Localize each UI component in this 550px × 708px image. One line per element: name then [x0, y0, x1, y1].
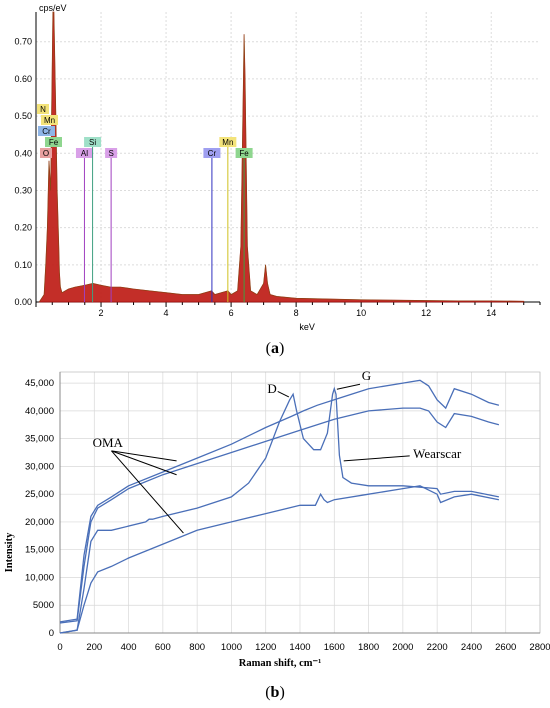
x-tick-label: 4 — [164, 308, 169, 318]
x-tick-label: 2200 — [427, 642, 448, 653]
element-marker-label: Fe — [239, 149, 249, 158]
series-line-3 — [59, 386, 500, 634]
x-tick-label: 12 — [421, 308, 431, 318]
series-line-1 — [59, 379, 500, 623]
x-tick-label: 2600 — [495, 642, 516, 653]
annotation-g-arrow — [336, 383, 361, 390]
series-line-2 — [59, 407, 500, 624]
element-marker-box — [45, 137, 62, 147]
x-axis-label: keV — [299, 322, 315, 332]
element-marker-box — [38, 126, 55, 136]
eds-spectrum-chart: 0.00 0.10 0.20 0.30 0.40 0.50 0.60 0.70 2 4 6 8 10 12… — [14, 3, 541, 332]
x-tick-label: 1600 — [324, 642, 345, 653]
x-tick-label: 10 — [356, 308, 366, 318]
element-marker-box — [75, 148, 93, 158]
y-tick-label: 35,000 — [25, 434, 54, 445]
y-tick-label: 25,000 — [25, 489, 54, 500]
y-tick-label: 0.10 — [14, 260, 32, 270]
x-tick-label: 2 — [99, 308, 104, 318]
annotation-oma: OMA — [93, 435, 124, 450]
element-marker-label: Si — [89, 138, 96, 147]
element-marker-box — [41, 115, 58, 125]
element-marker-label: Mn — [222, 138, 233, 147]
y-tick-label: 0.00 — [14, 297, 32, 307]
annotation-g: G — [362, 368, 371, 383]
y-tick-label: 30,000 — [25, 461, 54, 472]
x-tick-label: 2800 — [529, 642, 550, 653]
panel-a-label: (a) — [265, 340, 285, 357]
y-axis-label: Intensity — [4, 532, 15, 572]
y-tick-label: 15,000 — [25, 545, 54, 556]
element-marker-label: S — [108, 149, 113, 158]
element-marker-box — [219, 137, 237, 147]
y-tick-label: 0 — [49, 628, 54, 639]
annotation-oma-arrow-3 — [111, 450, 184, 534]
element-marker-box — [84, 137, 102, 147]
element-marker-label: Mn — [44, 116, 55, 125]
x-tick-label: 1200 — [255, 642, 276, 653]
element-marker-box — [40, 148, 52, 158]
x-tick-label: 8 — [294, 308, 299, 318]
y-tick-label: 0.30 — [14, 185, 32, 195]
x-tick-label: 1000 — [221, 642, 242, 653]
x-tick-label: 1800 — [358, 642, 379, 653]
raman-spectrum-chart: 0 5000 10,000 15,000 20,000 25,000 30,000 35,00… — [4, 368, 550, 669]
element-marker-box — [105, 148, 118, 158]
y-tick-label: 45,000 — [25, 378, 54, 389]
element-marker-label: Cr — [208, 149, 217, 158]
y-tick-label: 5000 — [33, 600, 54, 611]
annotation-d-arrow — [277, 390, 290, 398]
x-tick-label: 200 — [86, 642, 102, 653]
y-tick-label: 0.20 — [14, 223, 32, 233]
panel-b-label: (b) — [265, 684, 285, 701]
annotation-wearscar: Wearscar — [413, 446, 462, 461]
element-marker-box — [203, 148, 221, 158]
y-tick-label: 0.50 — [14, 111, 32, 121]
y-tick-label: 0.70 — [14, 37, 32, 47]
series-line-4 — [59, 485, 500, 634]
y-tick-label: 0.60 — [14, 74, 32, 84]
y-tick-label: 40,000 — [25, 406, 54, 417]
element-marker-box — [235, 148, 253, 158]
y-tick-label: 20,000 — [25, 517, 54, 528]
element-marker-label: Fe — [49, 138, 59, 147]
element-marker-label: N — [40, 105, 46, 114]
x-tick-label: 0 — [57, 642, 62, 653]
eds-spectrum-panel: 0.00 0.10 0.20 0.30 0.40 0.50 0.60 0.70 2 4 6 8 10 12… — [0, 0, 550, 340]
x-tick-label: 6 — [229, 308, 234, 318]
x-tick-label: 400 — [121, 642, 137, 653]
y-tick-label: 10,000 — [25, 572, 54, 583]
x-tick-label: 1400 — [289, 642, 310, 653]
x-tick-label: 2000 — [392, 642, 413, 653]
x-axis-label: Raman shift, cm⁻¹ — [239, 658, 321, 669]
x-tick-label: 14 — [486, 308, 496, 318]
element-marker-label: O — [43, 149, 49, 158]
element-marker-box — [37, 104, 49, 114]
x-tick-label: 600 — [155, 642, 171, 653]
annotation-oma-arrow-1 — [111, 450, 177, 462]
element-marker-label: Cr — [42, 127, 51, 136]
y-tick-label: 0.40 — [14, 148, 32, 158]
y-axis-label: cps/eV — [39, 3, 67, 13]
element-marker-label: Al — [81, 149, 88, 158]
annotation-d: D — [267, 381, 276, 396]
x-tick-label: 800 — [189, 642, 205, 653]
annotation-oma-arrow-2 — [111, 450, 177, 476]
annotation-wearscar-arrow — [343, 455, 410, 462]
x-tick-label: 2400 — [461, 642, 482, 653]
raman-spectrum-panel: 0 5000 10,000 15,000 20,000 25,000 30,000 35,00… — [0, 362, 550, 680]
